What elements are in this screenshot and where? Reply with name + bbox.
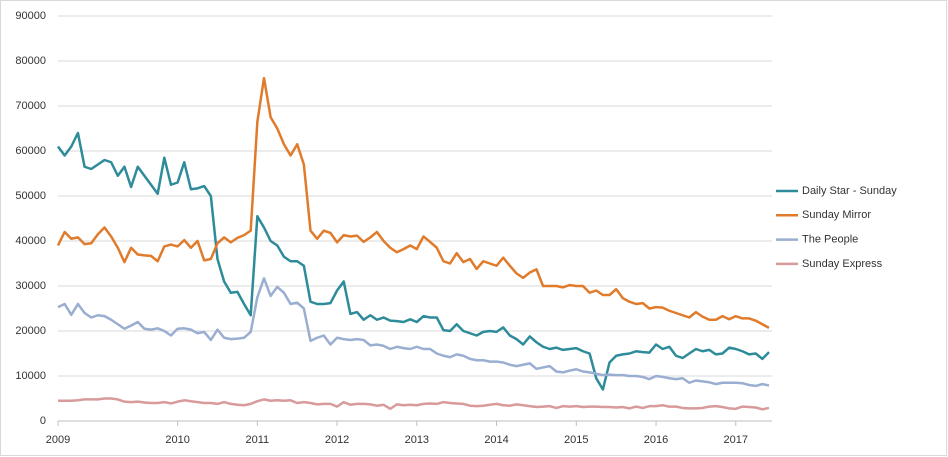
legend-label: Daily Star - Sunday xyxy=(802,185,897,197)
series-line xyxy=(58,397,770,411)
series-line xyxy=(56,131,770,391)
y-tick-label: 10000 xyxy=(15,370,46,382)
series-line xyxy=(56,76,770,329)
y-tick-label: 80000 xyxy=(15,55,46,67)
x-tick-label: 2014 xyxy=(484,434,508,446)
x-tick-label: 2010 xyxy=(165,434,189,446)
x-tick-label: 2016 xyxy=(644,434,668,446)
legend-label: Sunday Express xyxy=(802,258,883,270)
x-tick-label: 2015 xyxy=(564,434,588,446)
y-tick-label: 60000 xyxy=(15,145,46,157)
x-tick-label: 2011 xyxy=(246,434,270,446)
x-tick-label: 2013 xyxy=(405,434,429,446)
y-tick-label: 0 xyxy=(40,415,46,427)
y-tick-label: 40000 xyxy=(15,235,46,247)
legend-label: Sunday Mirror xyxy=(802,209,871,221)
legend-label: The People xyxy=(802,234,858,246)
x-tick-label: 2017 xyxy=(724,434,748,446)
y-tick-label: 50000 xyxy=(15,190,46,202)
y-tick-label: 90000 xyxy=(15,10,46,22)
y-tick-label: 30000 xyxy=(15,280,46,292)
series-line xyxy=(57,277,770,388)
y-tick-label: 70000 xyxy=(15,100,46,112)
x-tick-label: 2009 xyxy=(46,434,70,446)
y-tick-label: 20000 xyxy=(15,325,46,337)
x-tick-label: 2012 xyxy=(325,434,349,446)
